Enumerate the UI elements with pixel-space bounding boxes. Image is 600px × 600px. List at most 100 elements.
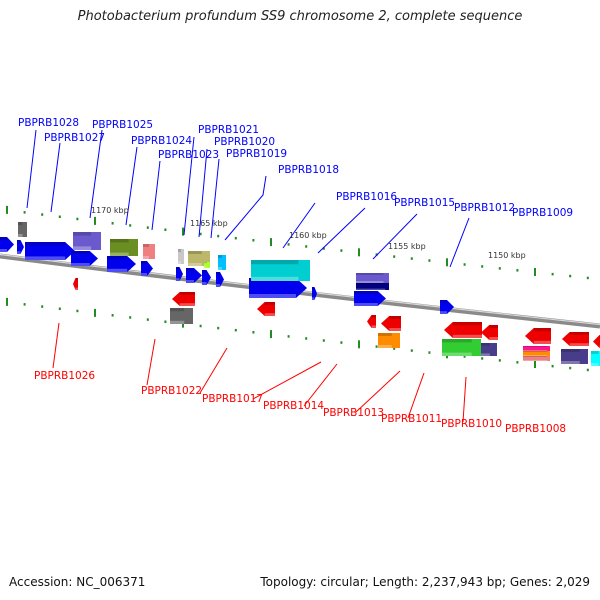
gene-highlight [264, 313, 275, 316]
reverse-gene-arrow[interactable] [172, 292, 195, 306]
forward-gene-arrow[interactable] [141, 261, 153, 276]
gene-highlight [218, 267, 222, 270]
gene-label-forward[interactable]: PBPRB1018 [278, 164, 339, 176]
gene-highlight [107, 268, 128, 272]
scale-tick [340, 249, 343, 252]
gene-feature[interactable] [18, 222, 27, 237]
gene-feature[interactable] [378, 333, 400, 348]
gene-shade [440, 300, 447, 303]
gene-label-forward[interactable]: PBPRB1028 [18, 117, 79, 129]
gene-highlight [442, 352, 472, 356]
gene-highlight [356, 288, 386, 290]
accession-text: Accession: NC_006371 [9, 575, 146, 589]
gene-label-reverse[interactable]: PBPRB1014 [263, 400, 324, 412]
forward-gene-arrow[interactable] [176, 267, 183, 281]
gene-feature[interactable] [442, 339, 481, 356]
gene-feature[interactable] [204, 262, 210, 268]
forward-gene-arrow[interactable] [107, 256, 136, 272]
forward-gene-arrow[interactable] [249, 278, 307, 298]
gene-label-forward[interactable]: PBPRB1019 [226, 148, 287, 160]
gene-label-reverse[interactable]: PBPRB1017 [202, 393, 263, 405]
gene-highlight [176, 278, 180, 281]
gene-shade [204, 262, 207, 264]
forward-gene-arrow[interactable] [216, 272, 224, 287]
scale-tick [534, 267, 536, 276]
scale-tick [199, 232, 202, 236]
scale-tick [481, 265, 484, 268]
scale-tick [164, 228, 167, 231]
gene-feature[interactable] [170, 308, 193, 324]
scale-tick [516, 361, 519, 364]
forward-gene-arrow[interactable] [0, 237, 14, 252]
gene-feature[interactable] [73, 232, 101, 250]
gene-label-reverse[interactable]: PBPRB1011 [381, 413, 442, 425]
gene-feature[interactable] [251, 260, 310, 281]
gene-label-reverse[interactable]: PBPRB1010 [441, 418, 502, 430]
reverse-gene-arrow[interactable] [481, 325, 498, 340]
gene-label-reverse[interactable]: PBPRB1022 [141, 385, 202, 397]
gene-label-forward[interactable]: PBPRB1027 [44, 132, 105, 144]
reverse-gene-arrow[interactable] [257, 302, 275, 316]
scale-tick [428, 351, 431, 354]
gene-label-reverse[interactable]: PBPRB1008 [505, 423, 566, 435]
gene-feature[interactable] [356, 273, 389, 283]
gene-feature[interactable] [110, 239, 138, 256]
gene-feature[interactable] [178, 249, 184, 264]
scale-tick [76, 217, 79, 221]
forward-gene-arrow[interactable] [17, 240, 24, 254]
gene-highlight [452, 334, 482, 338]
gene-shade [216, 272, 220, 275]
gene-feature[interactable] [481, 343, 497, 356]
gene-feature[interactable] [356, 283, 389, 290]
reverse-gene-arrow[interactable] [381, 316, 401, 331]
gene-label-reverse[interactable]: PBPRB1026 [34, 370, 95, 382]
scale-tick [182, 227, 184, 236]
reverse-gene-arrow[interactable] [444, 322, 482, 338]
forward-gene-arrow[interactable] [25, 242, 75, 260]
gene-label-forward[interactable]: PBPRB1025 [92, 119, 153, 131]
scale-tick [569, 274, 572, 278]
label-leader-line [224, 175, 267, 241]
forward-gene-arrow[interactable] [71, 251, 98, 266]
gene-feature[interactable] [143, 244, 155, 259]
forward-gene-arrow[interactable] [354, 291, 386, 306]
scale-tick [41, 305, 44, 308]
gene-label-forward[interactable]: PBPRB1023 [158, 149, 219, 161]
reverse-gene-arrow[interactable] [562, 332, 589, 346]
gene-label-forward[interactable]: PBPRB1009 [512, 207, 573, 219]
gene-highlight [202, 282, 207, 285]
scale-tick [287, 243, 290, 246]
gene-highlight [371, 325, 376, 328]
forward-gene-arrow[interactable] [312, 287, 317, 300]
gene-feature[interactable] [561, 349, 588, 364]
forward-gene-arrow[interactable] [440, 300, 454, 314]
gene-label-forward[interactable]: PBPRB1015 [394, 197, 455, 209]
label-leader-line [26, 129, 37, 209]
gene-label-forward[interactable]: PBPRB1020 [214, 136, 275, 148]
gene-feature[interactable] [591, 351, 600, 366]
reverse-gene-arrow[interactable] [525, 328, 551, 344]
gene-shade [312, 287, 315, 290]
gene-feature[interactable] [523, 356, 550, 361]
gene-highlight [481, 353, 490, 356]
gene-label-forward[interactable]: PBPRB1012 [454, 202, 515, 214]
reverse-gene-arrow[interactable] [367, 315, 376, 328]
gene-feature[interactable] [523, 351, 550, 356]
reverse-gene-arrow[interactable] [73, 278, 78, 290]
gene-shade [389, 316, 401, 319]
gene-label-forward[interactable]: PBPRB1016 [336, 191, 397, 203]
gene-label-forward[interactable]: PBPRB1021 [198, 124, 259, 136]
gene-highlight [143, 256, 149, 259]
forward-gene-arrow[interactable] [202, 270, 211, 285]
scale-tick [129, 316, 132, 319]
gene-label-reverse[interactable]: PBPRB1013 [323, 407, 384, 419]
gene-highlight [591, 363, 599, 366]
scale-tick [463, 355, 466, 358]
scale-tick [305, 337, 308, 340]
forward-gene-arrow[interactable] [186, 268, 202, 283]
gene-label-forward[interactable]: PBPRB1024 [131, 135, 192, 147]
gene-feature[interactable] [523, 346, 550, 351]
reverse-gene-arrow[interactable] [593, 335, 600, 348]
label-leader-line [317, 207, 366, 254]
gene-feature[interactable] [218, 255, 226, 270]
